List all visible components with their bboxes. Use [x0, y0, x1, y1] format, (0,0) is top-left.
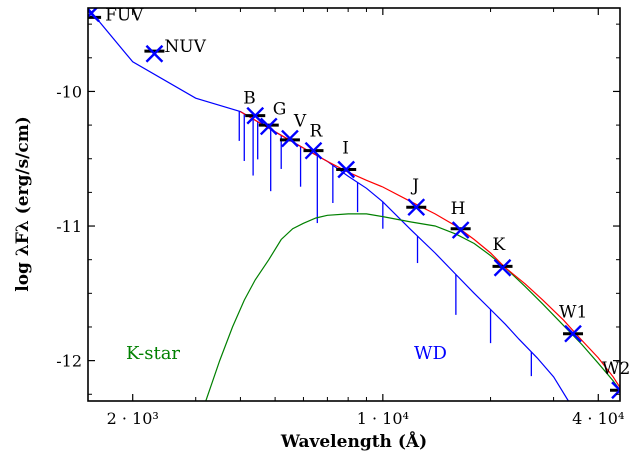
band-label: G: [273, 99, 287, 119]
observed-flux-marker: [304, 141, 323, 160]
x-tick-label: 2 · 10³: [107, 409, 159, 428]
plot-frame: [87, 7, 621, 402]
series-label: K-star: [126, 343, 180, 364]
observed-flux-marker: [259, 117, 278, 136]
y-tick-label: -12: [56, 352, 82, 371]
y-tick-label: -10: [56, 82, 82, 101]
observed-flux-marker: [407, 198, 426, 217]
y-axis-label: log λFλ (erg/s/cm): [13, 116, 33, 292]
band-label: J: [410, 176, 419, 196]
band-label: FUV: [105, 5, 144, 25]
band-label: W1: [559, 303, 587, 323]
band-label: V: [293, 112, 307, 132]
observed-flux-marker: [145, 44, 164, 63]
band-label: B: [243, 89, 256, 109]
series-line-k-star: [205, 213, 620, 401]
observed-flux-marker: [451, 221, 470, 239]
y-tick-label: -11: [56, 217, 82, 236]
series-label: WD: [414, 343, 447, 364]
band-label: W2: [602, 359, 630, 379]
band-label: NUV: [164, 37, 206, 57]
x-axis-label: Wavelength (Å): [280, 430, 427, 452]
x-tick-label: 1 · 10⁴: [357, 409, 409, 428]
series-line-model-2: [240, 111, 620, 388]
band-label: I: [342, 139, 349, 159]
observed-flux-marker: [337, 160, 356, 179]
observed-flux-marker: [611, 381, 620, 400]
observed-flux-marker: [564, 324, 582, 343]
plot-area: [88, 8, 620, 401]
axis-ticks: -10 -11 -12 2 · 10³ 1 · 10⁴ 4 · 10⁴: [56, 8, 624, 428]
band-label: R: [309, 122, 323, 142]
band-label: H: [451, 199, 466, 219]
x-tick-label: 4 · 10⁴: [572, 409, 624, 428]
band-label: K: [493, 235, 506, 255]
observed-flux-marker: [246, 106, 265, 125]
observed-flux-marker: [281, 129, 299, 148]
series-labels: K-star WD: [126, 343, 447, 364]
photometry-markers: [88, 8, 620, 400]
observed-flux-marker: [493, 258, 512, 277]
